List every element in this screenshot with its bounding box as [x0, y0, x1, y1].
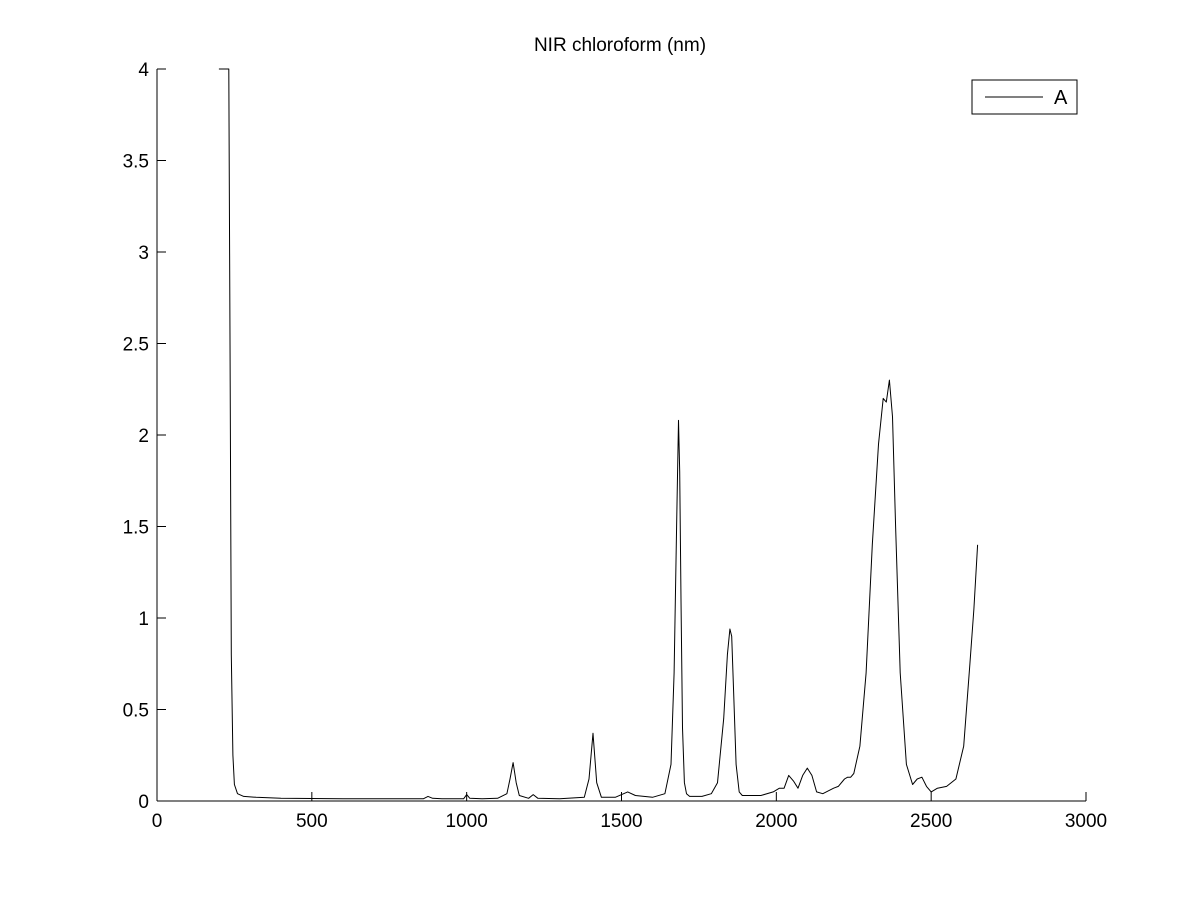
y-tick-label: 1	[138, 609, 149, 630]
y-axis-ticks: 0 0.5 1 1.5 2 2.5 3 3.5 4	[123, 60, 166, 813]
x-tick-label: 2000	[755, 811, 797, 832]
y-tick-label: 3.5	[123, 152, 149, 173]
series-layer	[218, 68, 979, 800]
y-tick-label: 4	[138, 60, 149, 81]
y-tick-label: 2	[138, 426, 149, 447]
y-tick-label: 0	[138, 792, 149, 813]
x-axis-ticks: 0 500 1000 1500 2000 2500 3000	[152, 792, 1107, 832]
x-tick-label: 3000	[1065, 811, 1107, 832]
legend: A	[971, 79, 1078, 115]
x-tick-label: 1000	[446, 811, 488, 832]
x-tick-label: 1500	[600, 811, 642, 832]
x-tick-label: 2500	[910, 811, 952, 832]
y-tick-label: 1.5	[123, 518, 149, 539]
y-tick-label: 2.5	[123, 335, 149, 356]
series-0-line	[218, 68, 979, 800]
y-tick-label: 0.5	[123, 701, 149, 722]
chart-title: NIR chloroform (nm)	[534, 35, 706, 56]
legend-series-a-label: A	[1054, 87, 1068, 109]
x-tick-label: 0	[152, 811, 163, 832]
y-tick-label: 3	[138, 243, 149, 264]
plot-area	[157, 69, 1086, 801]
x-tick-label: 500	[296, 811, 328, 832]
